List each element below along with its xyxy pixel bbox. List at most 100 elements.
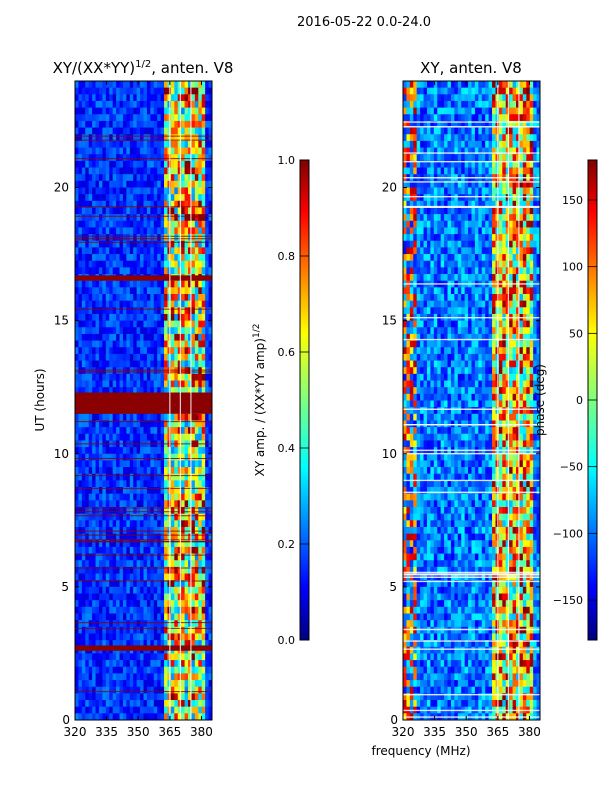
heatmap-cell [461, 254, 466, 262]
heatmap-cell [505, 234, 510, 242]
heatmap-cell [85, 467, 90, 475]
heatmap-cell [184, 134, 189, 142]
heatmap-cell [416, 194, 421, 202]
heatmap-cell [471, 254, 476, 262]
heatmap-cell [205, 533, 210, 541]
heatmap-cell [457, 114, 462, 122]
heatmap-cell [406, 154, 411, 162]
heatmap-cell [102, 600, 107, 608]
heatmap-cell [126, 107, 131, 115]
heatmap-cell [201, 700, 206, 708]
heatmap-cell [92, 580, 97, 588]
heatmap-cell [498, 200, 503, 209]
heatmap-cell [85, 573, 90, 581]
heatmap-cell [201, 507, 206, 515]
heatmap-cell [129, 107, 134, 115]
heatmap-cell [146, 653, 151, 661]
heatmap-cell [105, 327, 110, 335]
heatmap-cell [423, 227, 428, 235]
heatmap-cell [474, 94, 479, 102]
heatmap-cell [122, 120, 127, 129]
heatmap-cell [153, 200, 158, 209]
heatmap-cell [201, 566, 206, 575]
heatmap-cell [498, 167, 503, 175]
heatmap-cell [102, 167, 107, 175]
heatmap-cell [181, 94, 186, 102]
heatmap-cell [198, 187, 203, 195]
heatmap-cell [174, 174, 179, 182]
heatmap-cell [191, 287, 196, 295]
heatmap-cell [201, 167, 206, 175]
heatmap-cell [98, 660, 103, 668]
heatmap-cell [153, 227, 158, 235]
heatmap-cell [205, 680, 210, 688]
heatmap-cell [440, 87, 445, 95]
heatmap-cell [136, 280, 141, 288]
heatmap-cell [153, 134, 158, 142]
heatmap-cell [174, 593, 179, 601]
heatmap-cell [488, 247, 493, 255]
heatmap-cell [181, 473, 186, 481]
heatmap-cell [191, 606, 196, 615]
heatmap-cell [75, 260, 80, 268]
heatmap-cell [157, 180, 162, 189]
heatmap-cell [160, 700, 165, 708]
heatmap-cell [188, 487, 193, 495]
heatmap-cell [102, 214, 107, 222]
heatmap-cell [92, 347, 97, 355]
heatmap-cell [75, 207, 80, 215]
heatmap-cell [184, 653, 189, 661]
heatmap-cell [188, 180, 193, 189]
heatmap-cell [423, 247, 428, 255]
heatmap-cell [198, 100, 203, 109]
heatmap-cell [423, 167, 428, 175]
heatmap-cell [478, 134, 483, 142]
heatmap-cell [191, 467, 196, 475]
heatmap-cell [150, 387, 155, 395]
heatmap-cell [112, 367, 117, 375]
heatmap-cell [75, 327, 80, 335]
heatmap-cell [174, 713, 179, 720]
heatmap-cell [447, 227, 452, 235]
heatmap-cell [95, 613, 100, 621]
heatmap-cell [81, 480, 86, 488]
heatmap-cell [174, 320, 179, 328]
heatmap-cell [471, 120, 476, 129]
heatmap-cell [174, 114, 179, 122]
heatmap-cell [146, 606, 151, 615]
heatmap-cell [75, 420, 80, 428]
heatmap-cell [498, 120, 503, 129]
heatmap-cell [157, 207, 162, 215]
heatmap-cell [81, 174, 86, 182]
heatmap-cell [533, 214, 538, 222]
heatmap-cell [194, 606, 199, 615]
heatmap-cell [85, 427, 90, 435]
heatmap-cell [184, 140, 189, 149]
heatmap-cell [88, 333, 93, 342]
heatmap-cell [140, 640, 145, 648]
heatmap-cell [181, 580, 186, 588]
heatmap-cell [485, 87, 490, 95]
heatmap-cell [160, 606, 165, 615]
heatmap-cell [181, 507, 186, 515]
heatmap-cell [177, 200, 182, 209]
heatmap-cell [492, 194, 497, 202]
heatmap-cell [447, 134, 452, 142]
heatmap-cell [430, 114, 435, 122]
heatmap-cell [188, 620, 193, 628]
heatmap-cell [174, 187, 179, 195]
heatmap-cell [88, 653, 93, 661]
heatmap-cell [140, 214, 145, 222]
heatmap-cell [164, 327, 169, 335]
heatmap-cell [136, 180, 141, 189]
heatmap-cell [191, 500, 196, 508]
heatmap-cell [92, 247, 97, 255]
heatmap-cell [447, 167, 452, 175]
heatmap-cell [184, 320, 189, 328]
heatmap-cell [102, 187, 107, 195]
heatmap-cell [522, 147, 527, 155]
heatmap-cell [522, 187, 527, 195]
heatmap-cell [126, 706, 131, 714]
heatmap-cell [440, 147, 445, 155]
heatmap-cell [75, 160, 80, 169]
